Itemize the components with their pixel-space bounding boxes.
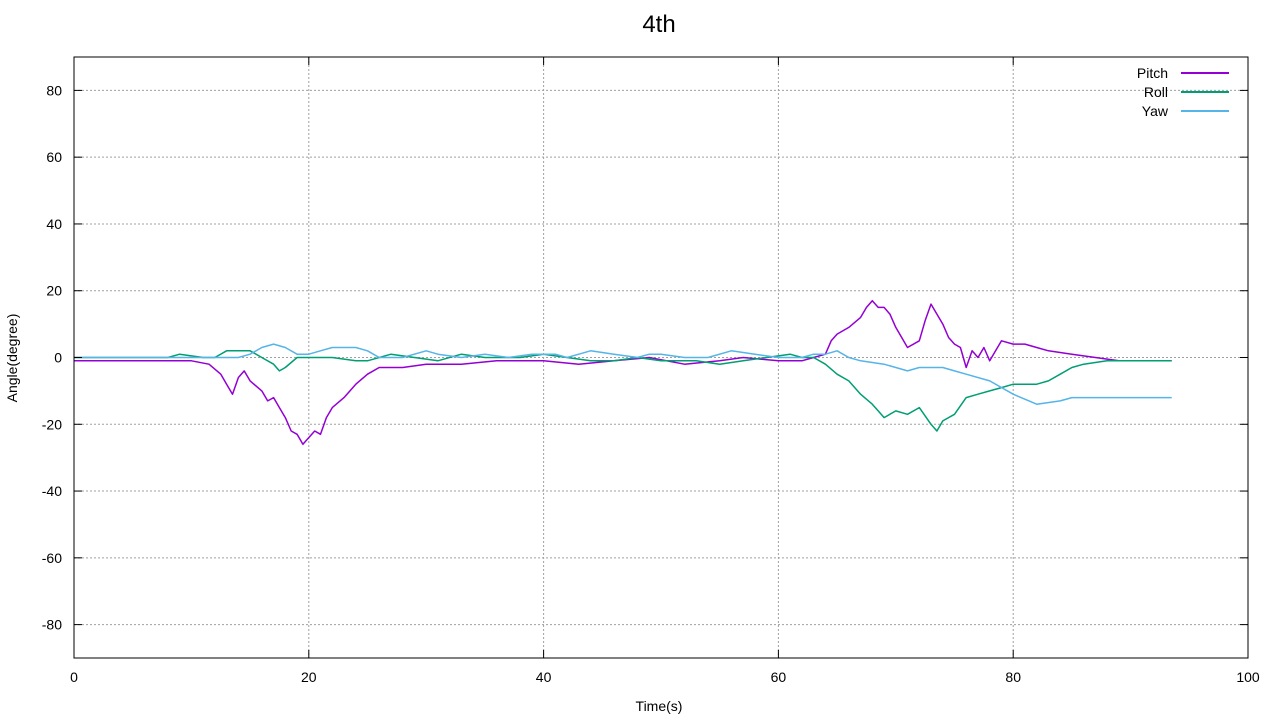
x-tick-label: 0 (70, 669, 78, 685)
grid (74, 57, 1248, 658)
y-tick-label: -60 (42, 550, 62, 566)
y-axis-label: Angle(degree) (4, 314, 20, 403)
legend: Pitch Roll Yaw (1137, 65, 1229, 119)
x-tick-label: 40 (536, 669, 552, 685)
series-line-roll (74, 350, 1172, 432)
legend-label-pitch: Pitch (1137, 65, 1168, 81)
y-tick-label: -80 (42, 617, 62, 633)
y-tick-label: -20 (42, 416, 62, 432)
legend-label-yaw: Yaw (1142, 103, 1169, 119)
y-tick-label: 60 (46, 149, 62, 165)
x-tick-label: 80 (1005, 669, 1021, 685)
x-tick-label: 100 (1236, 669, 1260, 685)
y-tick-label: 0 (54, 350, 62, 366)
series-line-pitch (74, 299, 1172, 446)
x-tick-label: 20 (301, 669, 317, 685)
y-tick-label: -40 (42, 483, 62, 499)
x-axis-label: Time(s) (636, 698, 683, 714)
series-group (74, 299, 1172, 446)
y-tick-label: 80 (46, 82, 62, 98)
legend-label-roll: Roll (1144, 84, 1168, 100)
ticks: 0 20 40 60 80 100 -80 -60 -40 -20 0 20 40 60 80 (42, 57, 1260, 685)
series-line-yaw (74, 343, 1172, 405)
chart-title: 4th (642, 11, 675, 38)
x-tick-label: 60 (771, 669, 787, 685)
y-tick-label: 40 (46, 216, 62, 232)
y-tick-label: 20 (46, 283, 62, 299)
